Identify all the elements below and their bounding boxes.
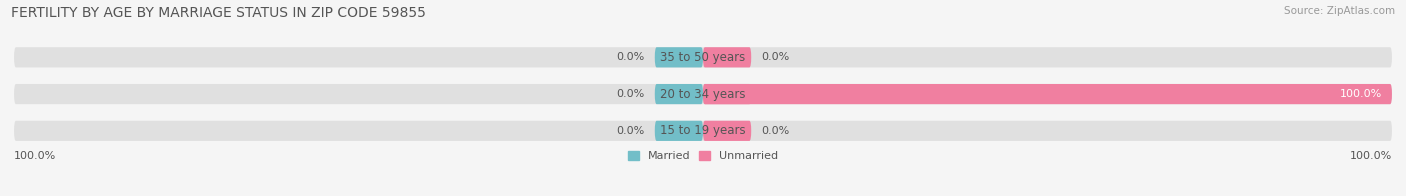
FancyBboxPatch shape — [655, 84, 703, 104]
Text: 15 to 19 years: 15 to 19 years — [661, 124, 745, 137]
Text: 0.0%: 0.0% — [616, 89, 644, 99]
FancyBboxPatch shape — [703, 84, 751, 104]
Text: FERTILITY BY AGE BY MARRIAGE STATUS IN ZIP CODE 59855: FERTILITY BY AGE BY MARRIAGE STATUS IN Z… — [11, 6, 426, 20]
Text: 100.0%: 100.0% — [1350, 151, 1392, 161]
FancyBboxPatch shape — [703, 84, 1392, 104]
Text: 0.0%: 0.0% — [616, 126, 644, 136]
FancyBboxPatch shape — [655, 47, 703, 67]
Legend: Married, Unmarried: Married, Unmarried — [627, 151, 779, 162]
FancyBboxPatch shape — [14, 121, 1392, 141]
Text: 0.0%: 0.0% — [762, 126, 790, 136]
Text: 0.0%: 0.0% — [762, 52, 790, 62]
Text: 35 to 50 years: 35 to 50 years — [661, 51, 745, 64]
Text: 100.0%: 100.0% — [14, 151, 56, 161]
FancyBboxPatch shape — [703, 121, 751, 141]
FancyBboxPatch shape — [14, 47, 1392, 67]
Text: 100.0%: 100.0% — [1340, 89, 1382, 99]
FancyBboxPatch shape — [703, 47, 751, 67]
FancyBboxPatch shape — [655, 121, 703, 141]
Text: 0.0%: 0.0% — [616, 52, 644, 62]
Text: Source: ZipAtlas.com: Source: ZipAtlas.com — [1284, 6, 1395, 16]
FancyBboxPatch shape — [14, 84, 1392, 104]
Text: 20 to 34 years: 20 to 34 years — [661, 88, 745, 101]
